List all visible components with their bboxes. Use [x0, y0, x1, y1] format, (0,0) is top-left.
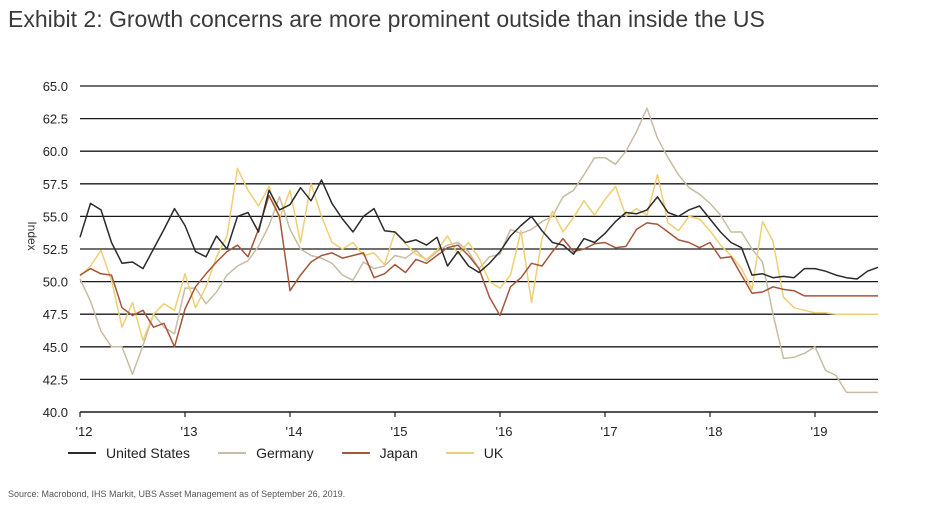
y-axis-label: Index: [25, 221, 39, 250]
series-line-japan: [79, 194, 878, 348]
legend-label: Japan: [379, 445, 418, 461]
y-tick-label: 42.5: [43, 372, 68, 387]
x-tick-label: '13: [181, 424, 198, 439]
x-tick-label: '14: [286, 424, 303, 439]
y-tick-label: 57.5: [43, 177, 68, 192]
y-tick-label: 65.0: [43, 79, 68, 94]
y-tick-label: 62.5: [43, 112, 68, 127]
x-tick-label: '17: [601, 424, 618, 439]
legend-label: Germany: [256, 445, 314, 461]
series-lines: [79, 107, 879, 394]
y-tick-label: 50.0: [43, 275, 68, 290]
series-line-united-states: [79, 179, 879, 280]
y-tick-labels: 65.0 62.5 60.0 57.5 55.0 52.5 50.0 47.5 45.0 42.5…: [43, 79, 68, 420]
legend-swatch: [218, 452, 247, 454]
x-tick-label: '12: [76, 424, 93, 439]
legend-item-japan: Japan: [341, 445, 418, 461]
legend-item-uk: UK: [445, 445, 504, 461]
x-tick-label: '18: [706, 424, 723, 439]
legend-label: UK: [483, 445, 504, 461]
legend-item-germany: Germany: [218, 445, 314, 461]
x-tick-label: '19: [811, 424, 828, 439]
y-tick-label: 55.0: [43, 209, 68, 224]
legend-swatch: [341, 452, 370, 454]
y-tick-label: 47.5: [43, 307, 68, 322]
source-note: Source: Macrobond, IHS Markit, UBS Asset…: [8, 489, 346, 499]
chart-title: Exhibit 2: Growth concerns are more prom…: [8, 6, 765, 32]
x-tick-label: '15: [391, 424, 408, 439]
y-tick-label: 60.0: [43, 144, 68, 159]
legend-swatch: [445, 452, 474, 454]
line-chart: 65.0 62.5 60.0 57.5 55.0 52.5 50.0 47.5 45.0 42.5…: [25, 79, 879, 439]
legend-label: United States: [106, 445, 191, 461]
y-tick-label: 52.5: [43, 242, 68, 257]
y-tick-label: 40.0: [43, 405, 68, 420]
x-tick-label: '16: [496, 424, 513, 439]
y-tick-label: 45.0: [43, 340, 68, 355]
gridlines: [80, 85, 878, 413]
legend: United States Germany Japan UK: [68, 445, 531, 461]
legend-item-united-states: United States: [68, 445, 190, 461]
x-tick-labels: '12 '13 '14 '15 '16 '17 '18 '19: [76, 412, 828, 439]
legend-swatch: [68, 452, 96, 454]
